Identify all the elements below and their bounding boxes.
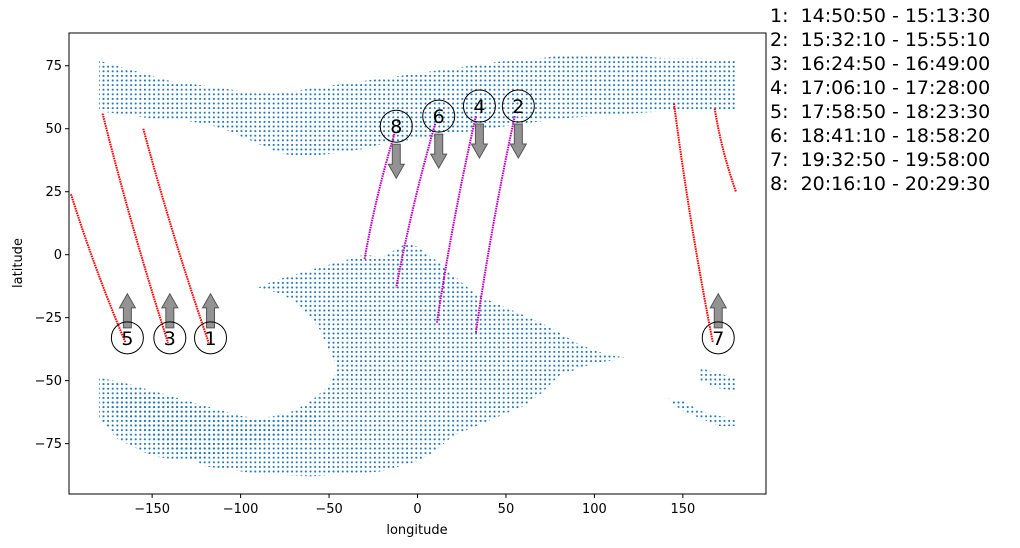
marker-circle-2 bbox=[501, 89, 535, 123]
marker-circle-1 bbox=[194, 321, 228, 355]
legend-entry: 3: 16:24:50 - 16:49:00 bbox=[770, 53, 991, 75]
marker-label-1: 1 bbox=[204, 328, 216, 350]
legend-entry: 8: 20:16:10 - 20:29:30 bbox=[770, 173, 991, 195]
arrow-down-icon bbox=[509, 123, 528, 160]
direction-arrow-8 bbox=[387, 143, 406, 180]
marker-label-8: 8 bbox=[390, 116, 402, 138]
marker-label-6: 6 bbox=[433, 106, 445, 128]
grid-region-north bbox=[99, 55, 736, 157]
track-3 bbox=[101, 113, 170, 344]
arrow-up-icon bbox=[709, 292, 728, 329]
y-axis-ticks: −75 −50 −25 0 25 50 75 bbox=[35, 59, 69, 452]
marker-circle-7 bbox=[701, 321, 735, 355]
x-tick-label: 0 bbox=[413, 502, 421, 517]
y-tick-label: −25 bbox=[35, 311, 62, 326]
legend: 1: 14:50:50 - 15:13:30 2: 15:32:10 - 15:5… bbox=[770, 4, 990, 196]
marker-label-2: 2 bbox=[512, 96, 524, 118]
marker-layer: 1 2 3 4 5 6 7 8 bbox=[110, 89, 735, 355]
arrow-down-icon bbox=[387, 143, 406, 180]
x-axis-label: longitude bbox=[386, 523, 447, 538]
marker-circle-4 bbox=[462, 89, 496, 123]
x-tick-label: −150 bbox=[134, 502, 170, 517]
arrow-up-icon bbox=[201, 292, 220, 329]
legend-entry: 2: 15:32:10 - 15:55:10 bbox=[770, 29, 991, 51]
track-layer bbox=[70, 103, 737, 344]
x-tick-label: 50 bbox=[498, 502, 515, 517]
x-tick-label: −100 bbox=[223, 502, 259, 517]
grid-region-south-right bbox=[700, 368, 736, 391]
x-tick-label: 150 bbox=[670, 502, 695, 517]
y-tick-label: 25 bbox=[45, 185, 62, 200]
track-5 bbox=[70, 193, 127, 344]
y-axis-label: latitude bbox=[11, 238, 26, 288]
direction-arrow-2 bbox=[509, 123, 528, 160]
x-axis-ticks: −150 −100 −50 0 50 100 150 bbox=[134, 494, 695, 517]
track-7 bbox=[673, 103, 714, 344]
marker-label-4: 4 bbox=[473, 96, 485, 118]
legend-entry: 7: 19:32:50 - 19:58:00 bbox=[770, 149, 991, 171]
direction-arrow-3 bbox=[160, 292, 179, 329]
legend-entry: 4: 17:06:10 - 17:28:00 bbox=[770, 77, 991, 99]
marker-circle-6 bbox=[422, 99, 456, 133]
arrow-up-icon bbox=[160, 292, 179, 329]
track-7-continuation bbox=[713, 108, 737, 193]
marker-label-3: 3 bbox=[164, 328, 176, 350]
legend-entry: 5: 17:58:50 - 18:23:30 bbox=[770, 101, 991, 123]
direction-arrow-4 bbox=[470, 123, 489, 160]
direction-arrow-1 bbox=[201, 292, 220, 329]
grid-region-south-left bbox=[99, 378, 321, 462]
legend-entry: 6: 18:41:10 - 18:58:20 bbox=[770, 125, 991, 147]
legend-entry: 1: 14:50:50 - 15:13:30 bbox=[770, 5, 991, 27]
y-tick-label: 0 bbox=[54, 248, 62, 263]
arrow-down-icon bbox=[470, 123, 489, 160]
marker-circle-3 bbox=[153, 321, 187, 355]
marker-label-7: 7 bbox=[712, 328, 724, 350]
track-2 bbox=[474, 115, 516, 333]
grid-region-far-south-right bbox=[665, 398, 736, 426]
arrow-down-icon bbox=[429, 133, 448, 170]
y-tick-label: −50 bbox=[35, 374, 62, 389]
direction-arrow-7 bbox=[709, 292, 728, 329]
track-6 bbox=[395, 123, 437, 288]
direction-arrow-5 bbox=[118, 292, 137, 329]
marker-circle-8 bbox=[379, 109, 413, 143]
grid-region-middle bbox=[107, 242, 630, 477]
x-tick-label: 100 bbox=[582, 502, 607, 517]
track-1 bbox=[142, 128, 210, 344]
y-tick-label: 75 bbox=[45, 59, 62, 74]
marker-circle-5 bbox=[110, 321, 144, 355]
track-8 bbox=[363, 133, 396, 260]
direction-arrow-6 bbox=[429, 133, 448, 170]
grid-point-layer bbox=[99, 55, 736, 477]
y-tick-label: −75 bbox=[35, 437, 62, 452]
marker-label-5: 5 bbox=[121, 328, 133, 350]
x-tick-label: −50 bbox=[315, 502, 342, 517]
arrow-up-icon bbox=[118, 292, 137, 329]
y-tick-label: 50 bbox=[45, 122, 62, 137]
